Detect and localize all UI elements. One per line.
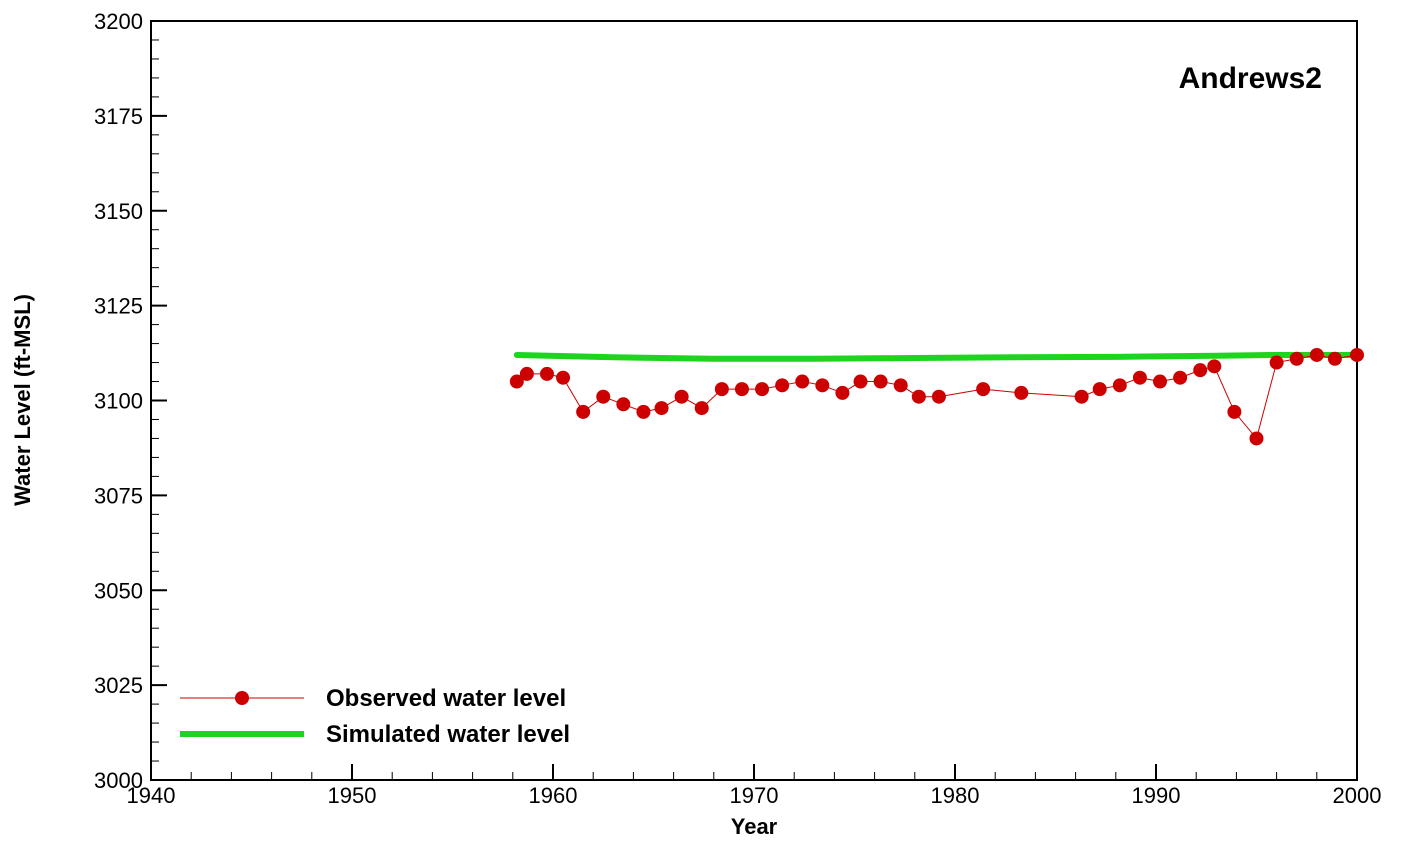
observed-point: [1112, 378, 1127, 393]
chart-title: Andrews2: [1179, 62, 1322, 95]
observed-point: [1193, 363, 1208, 378]
y-tick-label: 3150: [94, 199, 143, 224]
y-tick-label: 3125: [94, 294, 143, 319]
y-tick-label: 3175: [94, 104, 143, 129]
observed-point: [616, 397, 631, 412]
observed-point: [654, 401, 669, 416]
x-tick-label: 1950: [328, 783, 377, 808]
y-axis-ticks: 3000 3025 3050 3075 3100 3125 3150 3175 3200: [94, 9, 167, 793]
y-tick-label: 3025: [94, 673, 143, 698]
observed-point: [596, 389, 611, 404]
y-tick-label: 3100: [94, 389, 143, 414]
x-tick-label: 1960: [529, 783, 578, 808]
x-axis-title: Year: [731, 814, 778, 839]
observed-point: [714, 382, 729, 397]
observed-point: [694, 401, 709, 416]
observed-point: [835, 385, 850, 400]
observed-point: [1269, 355, 1284, 370]
observed-point: [636, 404, 651, 419]
x-tick-label: 2000: [1333, 783, 1382, 808]
legend-simulated-label: Simulated water level: [326, 721, 570, 748]
series-layer: [509, 347, 1364, 446]
legend-observed-label: Observed water level: [326, 685, 566, 712]
observed-point: [893, 378, 908, 393]
observed-point: [519, 366, 534, 381]
observed-point: [509, 374, 524, 389]
legend: Observed water level Simulated water lev…: [180, 685, 570, 748]
x-tick-label: 1990: [1132, 783, 1181, 808]
observed-point: [1173, 370, 1188, 385]
observed-point: [775, 378, 790, 393]
observed-point: [734, 382, 749, 397]
x-tick-label: 1980: [931, 783, 980, 808]
observed-point: [873, 374, 888, 389]
observed-point: [1350, 347, 1364, 362]
observed-point: [1153, 374, 1168, 389]
observed-point: [556, 370, 571, 385]
observed-point: [911, 389, 926, 404]
observed-point: [1327, 351, 1342, 366]
series-line-observed: [516, 354, 1358, 440]
observed-point: [853, 374, 868, 389]
observed-point: [1227, 404, 1242, 419]
observed-point: [1014, 385, 1029, 400]
x-axis-ticks: 1940 1950 1960 1970 1980 1990 2000: [127, 764, 1382, 808]
y-tick-label: 3000: [94, 768, 143, 793]
observed-point: [576, 404, 591, 419]
observed-point: [1289, 351, 1304, 366]
legend-item-observed: Observed water level: [180, 685, 566, 712]
legend-item-simulated: Simulated water level: [180, 721, 570, 748]
y-tick-label: 3050: [94, 578, 143, 603]
observed-point: [1132, 370, 1147, 385]
observed-point: [755, 382, 770, 397]
observed-point: [815, 378, 830, 393]
observed-point: [539, 366, 554, 381]
observed-point: [1074, 389, 1089, 404]
observed-point: [1249, 431, 1264, 446]
series-line-simulated: [513, 351, 1360, 362]
x-tick-label: 1970: [730, 783, 779, 808]
legend-observed-marker: [235, 691, 249, 705]
y-tick-label: 3200: [94, 9, 143, 34]
observed-point: [1309, 347, 1324, 362]
y-tick-label: 3075: [94, 483, 143, 508]
observed-point: [1092, 382, 1107, 397]
y-axis-title: Water Level (ft-MSL): [10, 294, 35, 506]
observed-point: [1207, 359, 1222, 374]
observed-point: [976, 382, 991, 397]
observed-point: [795, 374, 810, 389]
x-tick-label: 1940: [127, 783, 176, 808]
plot-frame: [150, 20, 1358, 781]
observed-point: [674, 389, 689, 404]
observed-point: [931, 389, 946, 404]
